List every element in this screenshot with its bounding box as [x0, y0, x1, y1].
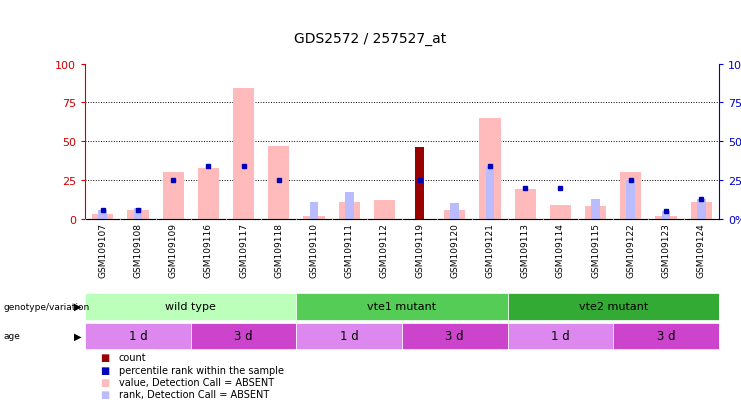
- Bar: [373, 201, 395, 219]
- Bar: [508, 293, 719, 320]
- Bar: [662, 211, 671, 219]
- Bar: [198, 168, 219, 219]
- Bar: [345, 193, 353, 219]
- Text: percentile rank within the sample: percentile rank within the sample: [119, 365, 284, 375]
- Bar: [691, 202, 711, 219]
- Text: vte1 mutant: vte1 mutant: [368, 301, 436, 311]
- Bar: [485, 166, 494, 219]
- Text: GSM109124: GSM109124: [697, 223, 705, 278]
- Text: GSM109112: GSM109112: [380, 223, 389, 278]
- Text: 1 d: 1 d: [340, 330, 359, 343]
- Bar: [233, 89, 254, 219]
- Bar: [296, 293, 508, 320]
- Bar: [479, 119, 500, 219]
- Text: GSM109110: GSM109110: [310, 223, 319, 278]
- Text: GSM109108: GSM109108: [133, 223, 142, 278]
- Text: GSM109122: GSM109122: [626, 223, 635, 278]
- Bar: [133, 209, 142, 219]
- Bar: [585, 207, 606, 219]
- Text: 3 d: 3 d: [445, 330, 464, 343]
- Text: genotype/variation: genotype/variation: [4, 302, 90, 311]
- Text: count: count: [119, 352, 146, 362]
- Text: ■: ■: [100, 377, 109, 387]
- Bar: [514, 190, 536, 219]
- Text: value, Detection Call = ABSENT: value, Detection Call = ABSENT: [119, 377, 273, 387]
- Bar: [303, 216, 325, 219]
- Text: GSM109109: GSM109109: [169, 223, 178, 278]
- Bar: [655, 216, 677, 219]
- Text: rank, Detection Call = ABSENT: rank, Detection Call = ABSENT: [119, 389, 269, 399]
- Text: 1 d: 1 d: [551, 330, 570, 343]
- Bar: [415, 148, 424, 219]
- Text: GSM109119: GSM109119: [415, 223, 424, 278]
- Text: 1 d: 1 d: [129, 330, 147, 343]
- Bar: [99, 210, 107, 219]
- Bar: [162, 173, 184, 219]
- Text: ■: ■: [100, 352, 109, 362]
- Bar: [191, 323, 296, 349]
- Text: 3 d: 3 d: [234, 330, 253, 343]
- Bar: [697, 199, 705, 219]
- Bar: [444, 210, 465, 219]
- Bar: [127, 210, 148, 219]
- Text: GSM109117: GSM109117: [239, 223, 248, 278]
- Bar: [92, 215, 113, 219]
- Bar: [310, 202, 319, 219]
- Bar: [268, 147, 289, 219]
- Text: GSM109107: GSM109107: [99, 223, 107, 278]
- Bar: [296, 323, 402, 349]
- Bar: [451, 204, 459, 219]
- Text: GSM109113: GSM109113: [521, 223, 530, 278]
- Text: GSM109116: GSM109116: [204, 223, 213, 278]
- Text: age: age: [4, 332, 21, 341]
- Bar: [85, 323, 191, 349]
- Text: ▶: ▶: [74, 301, 82, 311]
- Text: wild type: wild type: [165, 301, 216, 311]
- Text: GSM109114: GSM109114: [556, 223, 565, 278]
- Text: ■: ■: [100, 389, 109, 399]
- Bar: [626, 180, 635, 219]
- Text: vte2 mutant: vte2 mutant: [579, 301, 648, 311]
- Bar: [402, 323, 508, 349]
- Bar: [591, 199, 600, 219]
- Bar: [620, 173, 641, 219]
- Bar: [339, 202, 359, 219]
- Text: ▶: ▶: [74, 331, 82, 341]
- Text: ■: ■: [100, 365, 109, 375]
- Text: 3 d: 3 d: [657, 330, 675, 343]
- Text: GSM109123: GSM109123: [662, 223, 671, 278]
- Text: GSM109115: GSM109115: [591, 223, 600, 278]
- Bar: [550, 205, 571, 219]
- Bar: [614, 323, 719, 349]
- Bar: [508, 323, 613, 349]
- Text: GSM109111: GSM109111: [345, 223, 353, 278]
- Text: GSM109121: GSM109121: [485, 223, 494, 278]
- Text: GSM109118: GSM109118: [274, 223, 283, 278]
- Text: GDS2572 / 257527_at: GDS2572 / 257527_at: [294, 32, 447, 46]
- Bar: [85, 293, 296, 320]
- Text: GSM109120: GSM109120: [451, 223, 459, 278]
